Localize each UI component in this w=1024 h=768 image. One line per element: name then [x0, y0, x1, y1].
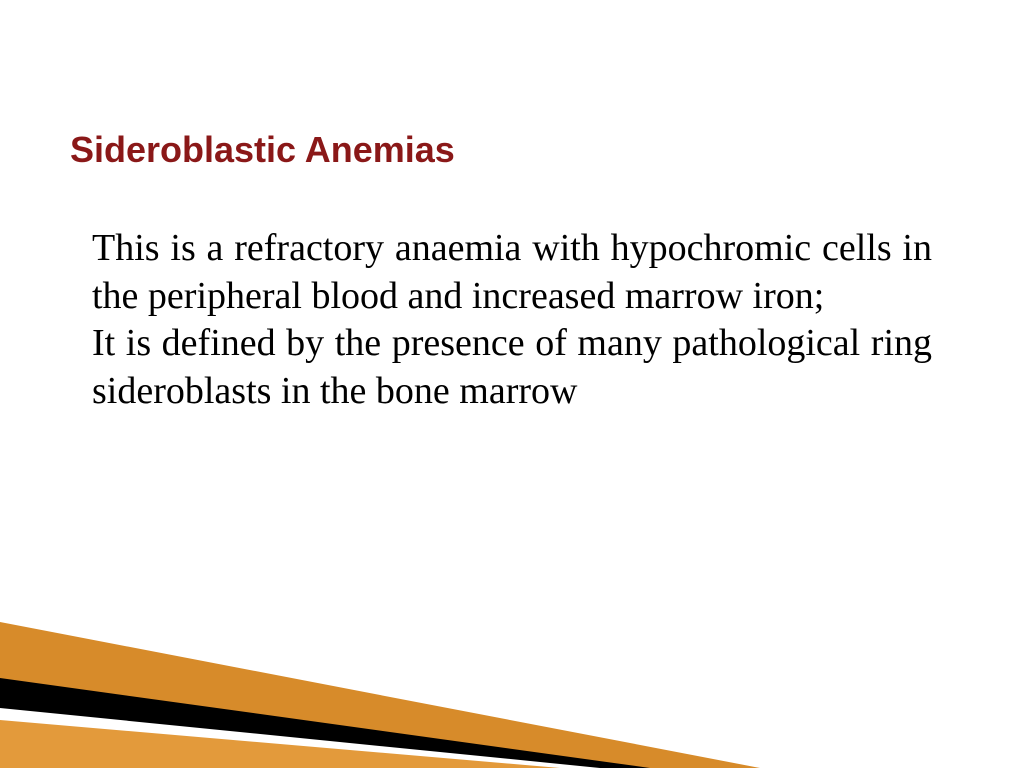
decoration-wedge — [0, 678, 650, 768]
body-paragraph: This is a refractory anaemia with hypoch… — [92, 225, 932, 320]
slide: Sideroblastic Anemias This is a refracto… — [0, 0, 1024, 768]
decoration-wedge — [0, 622, 760, 768]
body-paragraph: It is defined by the presence of many pa… — [92, 320, 932, 415]
slide-title: Sideroblastic Anemias — [70, 128, 455, 171]
decoration-wedge — [0, 708, 600, 768]
decoration-wedge — [0, 720, 560, 768]
slide-body: This is a refractory anaemia with hypoch… — [92, 225, 932, 415]
